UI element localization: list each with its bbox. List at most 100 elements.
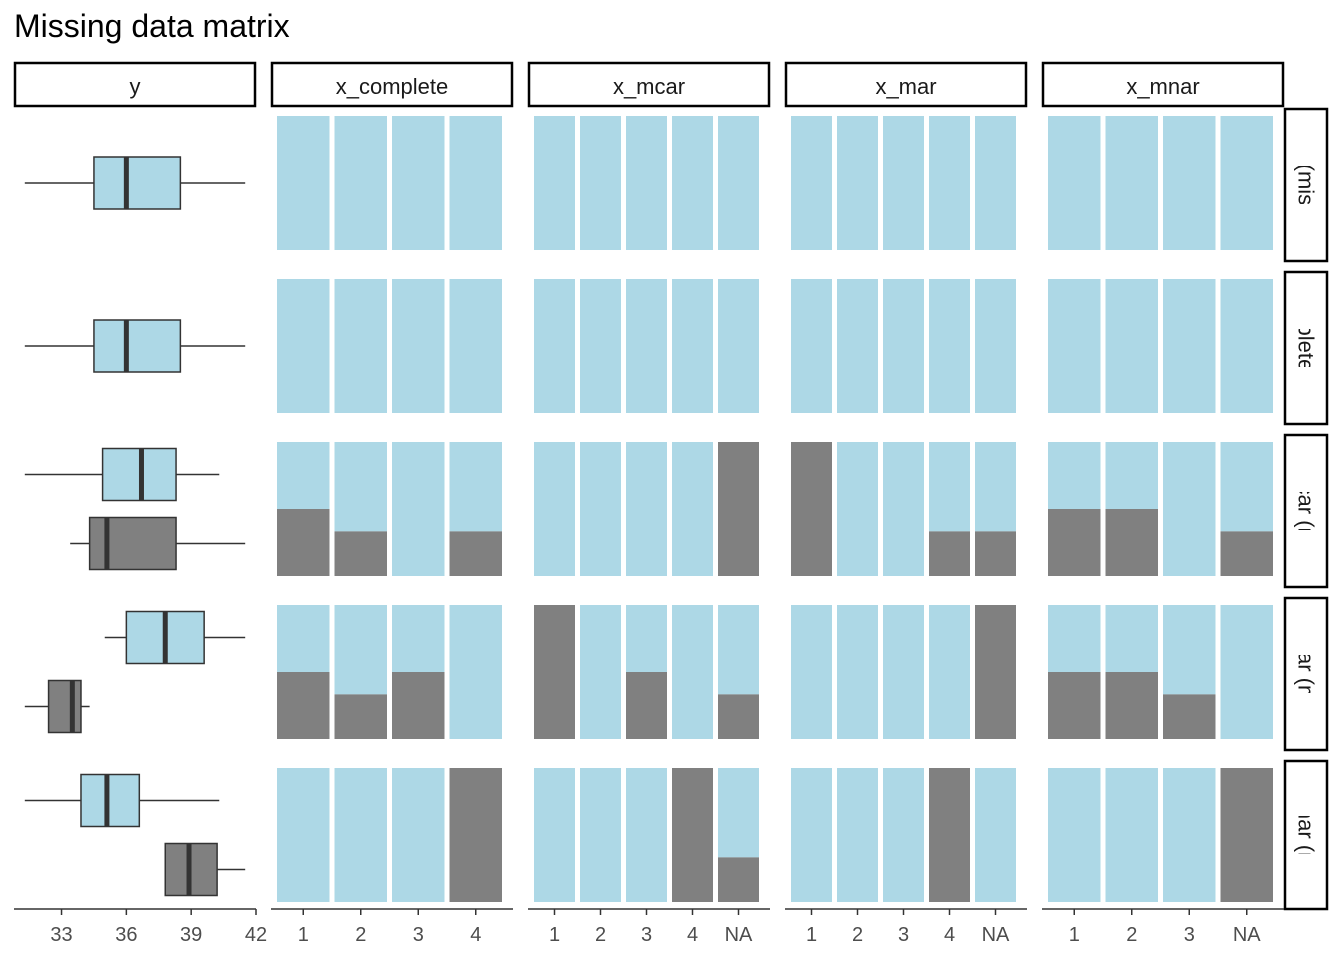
bar-observed (672, 605, 713, 739)
axis-tick-label: 3 (1184, 924, 1195, 946)
column-strip-label: x_mar (875, 74, 936, 99)
boxplot-box-missing (88, 516, 177, 571)
bar-observed (791, 116, 832, 250)
bar-observed (883, 768, 924, 902)
bar-observed (1163, 768, 1216, 902)
row-strip-3 (1283, 596, 1329, 752)
bar-observed (334, 116, 387, 250)
row-strip-label: x_mcar (miss) (1294, 442, 1319, 580)
bar-observed (1105, 116, 1158, 250)
axis-tick-label: 36 (115, 924, 137, 946)
row-strip-1 (1283, 270, 1329, 426)
axis-tick-label: 2 (1126, 924, 1137, 946)
column-strip-label: y (130, 74, 141, 99)
bar-missing (1220, 531, 1273, 576)
bar-missing (929, 768, 970, 902)
bar-observed (1163, 605, 1216, 695)
bar-observed (334, 768, 387, 902)
bar-observed (837, 442, 878, 576)
bar-observed (334, 279, 387, 413)
bar-observed (392, 442, 445, 576)
bar-observed (534, 442, 575, 576)
bar-observed (929, 279, 970, 413)
bar-missing (449, 768, 502, 902)
axis-tick-label: NA (1233, 924, 1261, 946)
bar-missing (929, 531, 970, 576)
bar-observed (1163, 116, 1216, 250)
bar-observed (626, 279, 667, 413)
column-strip-label: x_complete (336, 74, 449, 99)
bar-missing (534, 605, 575, 739)
axis-tick-label: NA (725, 924, 753, 946)
axis-tick-label: 4 (470, 924, 481, 946)
bar-missing (1105, 672, 1158, 739)
bar-missing (334, 531, 387, 576)
bar-missing (334, 694, 387, 739)
bar-observed (837, 279, 878, 413)
bar-observed (975, 442, 1016, 532)
bar-observed (580, 768, 621, 902)
axis-tick-label: 33 (50, 924, 72, 946)
bar-observed (277, 279, 330, 413)
boxplot-box-observed (93, 319, 182, 373)
boxplot-box-observed (93, 156, 182, 210)
bar-observed (334, 442, 387, 532)
bar-observed (392, 768, 445, 902)
bar-observed (883, 605, 924, 739)
bar-observed (791, 605, 832, 739)
bar-observed (837, 605, 878, 739)
bar-observed (626, 768, 667, 902)
axis-tick-label: 3 (641, 924, 652, 946)
bar-observed (1048, 116, 1101, 250)
bar-missing (277, 509, 330, 576)
bar-observed (1220, 279, 1273, 413)
bar-missing (449, 531, 502, 576)
bar-missing (1220, 768, 1273, 902)
bar-missing (975, 531, 1016, 576)
bar-observed (449, 442, 502, 532)
bar-observed (1163, 279, 1216, 413)
bar-observed (1048, 768, 1101, 902)
column-strip-x_mnar (1041, 61, 1285, 108)
bar-missing (718, 442, 759, 576)
bar-observed (718, 279, 759, 413)
bar-observed (1220, 605, 1273, 739)
bar-observed (1048, 442, 1101, 509)
bar-observed (449, 279, 502, 413)
bar-observed (580, 605, 621, 739)
bar-missing (975, 605, 1016, 739)
axis-tick-label: 3 (413, 924, 424, 946)
bar-observed (929, 442, 970, 532)
bar-observed (1105, 605, 1158, 672)
bar-missing (1105, 509, 1158, 576)
bar-observed (718, 116, 759, 250)
bar-observed (883, 279, 924, 413)
bar-missing (392, 672, 445, 739)
bar-observed (392, 279, 445, 413)
axis-tick-label: 42 (245, 924, 267, 946)
boxplot-box-missing (47, 679, 82, 734)
bar-observed (392, 605, 445, 672)
row-strip-label: y (miss) (1294, 147, 1319, 224)
bar-observed (975, 768, 1016, 902)
row-strip-2 (1283, 433, 1329, 589)
bar-observed (580, 279, 621, 413)
column-strip-label: x_mnar (1126, 74, 1199, 99)
boxplot-box-observed (80, 773, 141, 828)
axis-tick-label: 2 (595, 924, 606, 946)
bar-observed (1220, 116, 1273, 250)
bar-observed (277, 116, 330, 250)
bar-observed (580, 442, 621, 576)
row-strip-4 (1283, 759, 1329, 911)
bar-observed (672, 116, 713, 250)
bar-observed (791, 768, 832, 902)
bar-observed (392, 116, 445, 250)
axis-tick-label: 3 (898, 924, 909, 946)
bar-observed (277, 605, 330, 672)
column-strip-x_mar (784, 61, 1028, 108)
bar-observed (626, 605, 667, 672)
bar-observed (580, 116, 621, 250)
row-strip-label: x_mar (miss) (1294, 610, 1319, 737)
bar-observed (626, 442, 667, 576)
